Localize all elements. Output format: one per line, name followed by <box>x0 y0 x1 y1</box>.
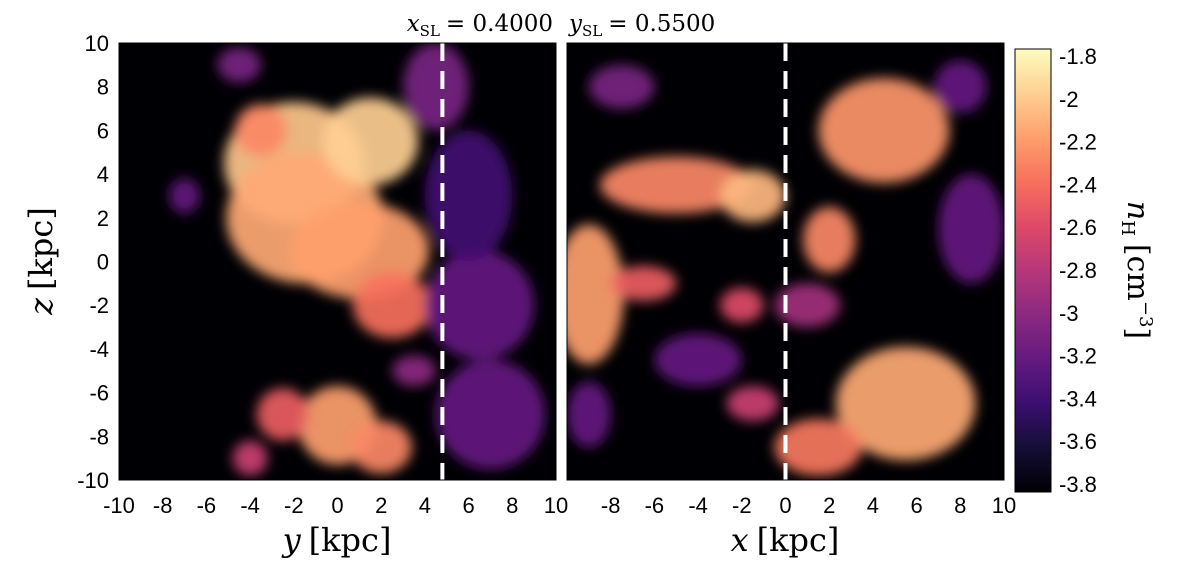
density-blob <box>567 224 624 365</box>
density-blob <box>169 178 200 214</box>
x-tick-label: 0 <box>331 493 343 518</box>
density-blob <box>835 346 976 461</box>
left-x-tick-labels: -10 -8 -6 -4 -2 0 2 4 6 8 10 <box>103 493 568 518</box>
density-blob <box>322 97 419 186</box>
colorbar-label: nH[cm−3] <box>1117 201 1156 339</box>
colorbar: -1.8 -2 -2.2 -2.4 -2.6 -2.8 -3 -3.2 -3.4 -3.6 -3.8… <box>1014 44 1156 497</box>
density-blob <box>654 333 742 387</box>
x-tick-label: 2 <box>375 493 387 518</box>
x-tick-label: -6 <box>197 493 217 518</box>
density-blob <box>774 418 862 476</box>
slice-position-title: xSL = 0.4000 ySL = 0.5500 <box>407 11 716 40</box>
x-tick-label: -4 <box>688 493 708 518</box>
x-tick-label: -8 <box>153 493 173 518</box>
density-blob <box>802 206 856 273</box>
right-x-axis-label: x [kpc] <box>731 521 840 559</box>
x-tick-label: 4 <box>867 493 879 518</box>
right-x-tick-labels: -8 -6 -4 -2 0 2 4 6 8 10 <box>601 493 1016 518</box>
x-tick-label: -10 <box>103 493 135 518</box>
x-tick-label: 6 <box>910 493 922 518</box>
colorbar-tick-label: -3.2 <box>1059 344 1097 369</box>
density-blob <box>217 47 262 83</box>
colorbar-tick-label: -2.2 <box>1059 130 1097 155</box>
y-tick-label: -10 <box>77 468 109 493</box>
right-panel-frame <box>566 42 1005 481</box>
density-blob <box>234 104 288 157</box>
colorbar-gradient <box>1014 48 1052 493</box>
y-tick-label: 2 <box>97 206 109 231</box>
density-blob <box>719 287 764 323</box>
y-tick-label: -4 <box>89 337 109 362</box>
y-tick-label: -8 <box>89 424 109 449</box>
density-blob <box>610 265 677 301</box>
y-tick-label: 6 <box>97 118 109 143</box>
x-tick-label: 6 <box>462 493 474 518</box>
right-density-field <box>567 60 1004 476</box>
x-tick-label: 10 <box>544 493 568 518</box>
colorbar-tick-label: -2 <box>1059 87 1079 112</box>
density-blob <box>726 386 779 422</box>
density-blob <box>424 250 535 360</box>
x-tick-label: 10 <box>992 493 1016 518</box>
left-panel: -10 -8 -6 -4 -2 0 2 4 6 8 10 -10 -8 -6 -4 -2 0 2 4 6 8 10 y[… <box>22 31 568 559</box>
colorbar-tick-labels: -1.8 -2 -2.2 -2.4 -2.6 -2.8 -3 -3.2 -3.4 -3.6 -3.8 <box>1059 44 1097 497</box>
colorbar-tick-label: -2.8 <box>1059 258 1097 283</box>
y-tick-label: -6 <box>89 381 109 406</box>
x-tick-label: 8 <box>506 493 518 518</box>
density-blob <box>424 130 513 262</box>
colorbar-tick-label: -1.8 <box>1059 44 1097 69</box>
x-tick-label: 0 <box>779 493 791 518</box>
density-blob <box>256 388 310 441</box>
density-blob <box>352 272 432 338</box>
y-tick-label: 0 <box>97 250 109 275</box>
density-blob <box>774 283 841 328</box>
left-density-field <box>169 43 546 476</box>
x-tick-label: 4 <box>419 493 431 518</box>
x-tick-label: 2 <box>823 493 835 518</box>
x-tick-label: -6 <box>645 493 665 518</box>
y-tick-label: -2 <box>89 293 109 318</box>
colorbar-tick-label: -3.4 <box>1059 386 1097 411</box>
density-blob <box>719 169 786 223</box>
density-blob <box>934 60 987 113</box>
colorbar-tick-label: -2.6 <box>1059 215 1097 240</box>
density-blob <box>567 381 611 448</box>
left-x-axis-label: y [kpc] <box>281 521 392 559</box>
left-y-tick-labels: -10 -8 -6 -4 -2 0 2 4 6 8 10 <box>77 31 109 493</box>
density-blob <box>938 174 1004 284</box>
density-blob <box>588 64 655 109</box>
y-tick-label: 4 <box>97 162 109 187</box>
colorbar-tick-label: -3.8 <box>1059 472 1097 497</box>
density-blob <box>435 359 546 470</box>
density-blob <box>350 421 412 474</box>
x-tick-label: -2 <box>732 493 752 518</box>
density-blob <box>232 440 268 476</box>
right-panel: -8 -6 -4 -2 0 2 4 6 8 10 x [kpc] <box>566 42 1016 559</box>
colorbar-tick-label: -2.4 <box>1059 172 1097 197</box>
left-y-axis-label: z[kpc] <box>22 207 60 316</box>
x-tick-label: -4 <box>240 493 260 518</box>
left-panel-frame <box>118 42 557 481</box>
density-blob <box>392 355 436 387</box>
density-blob <box>599 156 753 214</box>
density-blob <box>818 77 950 183</box>
y-tick-label: 10 <box>85 31 109 56</box>
y-tick-label: 8 <box>97 75 109 100</box>
x-tick-label: -8 <box>601 493 621 518</box>
colorbar-tick-label: -3.6 <box>1059 429 1097 454</box>
x-tick-label: -2 <box>284 493 304 518</box>
colorbar-tick-label: -3 <box>1059 301 1079 326</box>
density-blob <box>403 43 469 131</box>
x-tick-label: 8 <box>954 493 966 518</box>
